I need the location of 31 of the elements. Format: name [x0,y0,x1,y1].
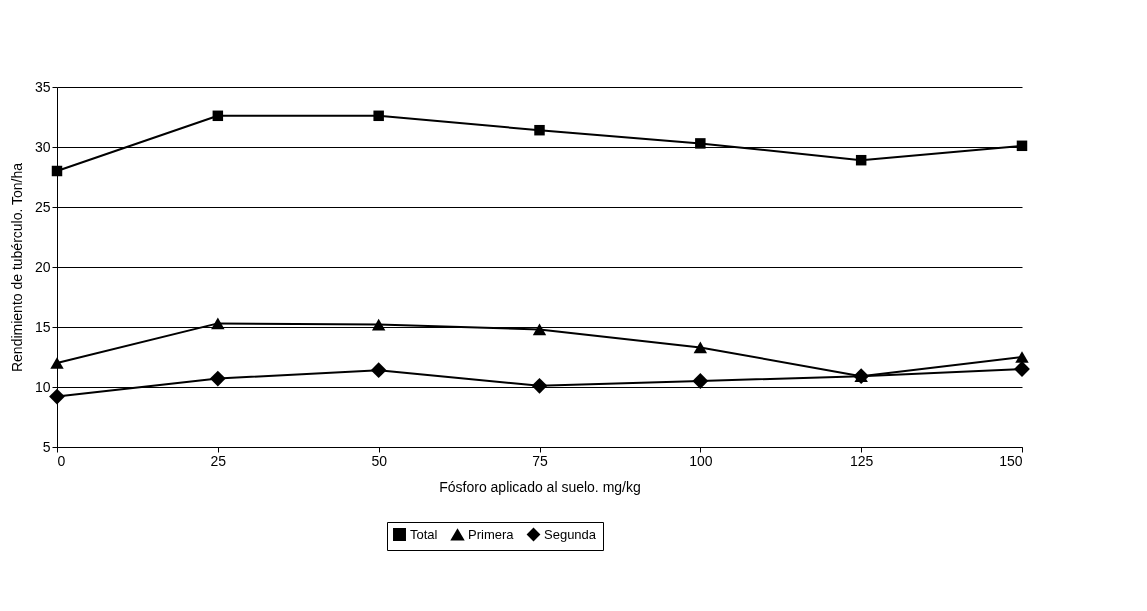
x-tick-label: 25 [210,452,227,469]
x-axis-title: Fósforo aplicado al suelo. mg/kg [439,478,641,495]
x-tick-label: 0 [57,452,66,469]
point [1015,351,1029,363]
point [49,388,65,405]
y-tick-label: 35 [34,78,51,95]
legend-label: Primera [468,526,515,542]
y-axis-title: Rendimiento de tubérculo. Ton/ha [8,162,25,373]
y-tick-label: 20 [34,258,51,275]
legend-label: Segunda [544,526,597,542]
y-tick-label: 25 [34,198,51,215]
point [532,323,547,336]
y-tick-label: 15 [34,318,51,335]
y-tick-label: 30 [34,138,51,155]
x-tick-label: 50 [371,452,388,469]
point [531,377,548,394]
point [693,341,708,354]
point [1014,361,1030,377]
point [211,317,225,330]
x-tick-label: 100 [689,452,713,469]
point [692,373,709,389]
x-tick-label: 125 [849,452,874,469]
point [371,318,386,331]
legend-label: Total [410,526,438,542]
point [209,370,226,387]
x-tick-label: 150 [999,452,1023,469]
point [50,357,64,369]
y-tick-label: 5 [42,438,51,455]
x-tick-label: 75 [532,452,548,469]
y-tick-label: 10 [34,378,51,395]
point [370,362,387,379]
